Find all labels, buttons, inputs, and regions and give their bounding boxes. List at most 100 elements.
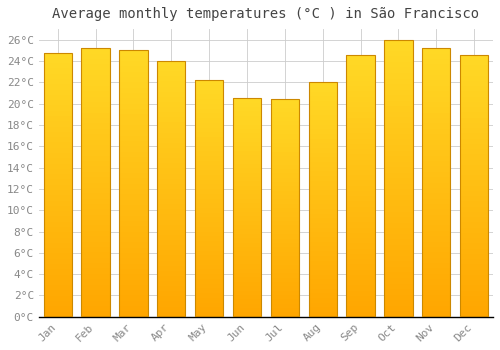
Bar — [157, 66, 186, 71]
Bar — [422, 306, 450, 312]
Bar — [44, 111, 72, 116]
Bar — [460, 217, 488, 222]
Bar — [346, 65, 375, 70]
Bar — [233, 313, 261, 317]
Bar — [44, 216, 72, 222]
Bar — [270, 134, 299, 139]
Bar — [157, 199, 186, 204]
Bar — [346, 191, 375, 196]
Bar — [270, 191, 299, 195]
Bar — [384, 90, 412, 95]
Bar — [233, 238, 261, 243]
Bar — [157, 260, 186, 266]
Bar — [308, 181, 337, 186]
Bar — [270, 230, 299, 234]
Bar — [195, 151, 224, 156]
Bar — [308, 265, 337, 270]
Bar — [119, 88, 148, 93]
Bar — [82, 231, 110, 236]
Bar — [422, 156, 450, 161]
Bar — [195, 146, 224, 151]
Bar — [384, 123, 412, 128]
Bar — [44, 285, 72, 290]
Bar — [270, 173, 299, 178]
Bar — [44, 264, 72, 269]
Bar — [44, 132, 72, 137]
Bar — [422, 70, 450, 75]
Bar — [195, 108, 224, 113]
Bar — [384, 223, 412, 228]
Bar — [157, 184, 186, 189]
Bar — [82, 215, 110, 220]
Bar — [44, 169, 72, 174]
Bar — [384, 261, 412, 267]
Bar — [422, 113, 450, 118]
Bar — [270, 147, 299, 152]
Bar — [308, 186, 337, 190]
Bar — [460, 280, 488, 285]
Bar — [44, 190, 72, 195]
Bar — [384, 101, 412, 106]
Bar — [119, 295, 148, 301]
Bar — [233, 103, 261, 107]
Bar — [308, 195, 337, 199]
Bar — [270, 299, 299, 304]
Bar — [422, 268, 450, 274]
Bar — [308, 92, 337, 96]
Bar — [422, 188, 450, 193]
Bar — [270, 225, 299, 230]
Bar — [308, 312, 337, 317]
Bar — [460, 123, 488, 128]
Bar — [233, 221, 261, 225]
Bar — [346, 175, 375, 181]
Bar — [460, 55, 488, 317]
Bar — [119, 184, 148, 189]
Bar — [157, 133, 186, 138]
Bar — [119, 306, 148, 312]
Bar — [233, 304, 261, 308]
Bar — [422, 225, 450, 231]
Bar — [233, 138, 261, 142]
Bar — [195, 184, 224, 189]
Bar — [460, 86, 488, 91]
Bar — [82, 290, 110, 295]
Bar — [233, 299, 261, 304]
Bar — [270, 126, 299, 130]
Bar — [346, 97, 375, 102]
Bar — [195, 127, 224, 132]
Bar — [346, 312, 375, 317]
Bar — [422, 80, 450, 86]
Bar — [384, 178, 412, 184]
Bar — [233, 116, 261, 120]
Bar — [346, 55, 375, 60]
Bar — [270, 217, 299, 221]
Bar — [195, 227, 224, 232]
Bar — [270, 256, 299, 260]
Bar — [422, 48, 450, 54]
Bar — [44, 312, 72, 317]
Bar — [308, 101, 337, 106]
Bar — [44, 84, 72, 90]
Bar — [346, 123, 375, 128]
Bar — [44, 58, 72, 63]
Bar — [233, 142, 261, 146]
Bar — [308, 158, 337, 162]
Bar — [270, 152, 299, 156]
Bar — [233, 129, 261, 133]
Bar — [384, 289, 412, 295]
Bar — [422, 274, 450, 279]
Bar — [119, 56, 148, 61]
Bar — [82, 295, 110, 301]
Bar — [82, 64, 110, 70]
Bar — [157, 92, 186, 97]
Bar — [119, 82, 148, 88]
Bar — [422, 258, 450, 263]
Bar — [44, 201, 72, 206]
Bar — [346, 207, 375, 212]
Bar — [233, 186, 261, 190]
Bar — [460, 285, 488, 290]
Bar — [270, 282, 299, 286]
Bar — [346, 149, 375, 154]
Bar — [308, 232, 337, 237]
Bar — [82, 70, 110, 75]
